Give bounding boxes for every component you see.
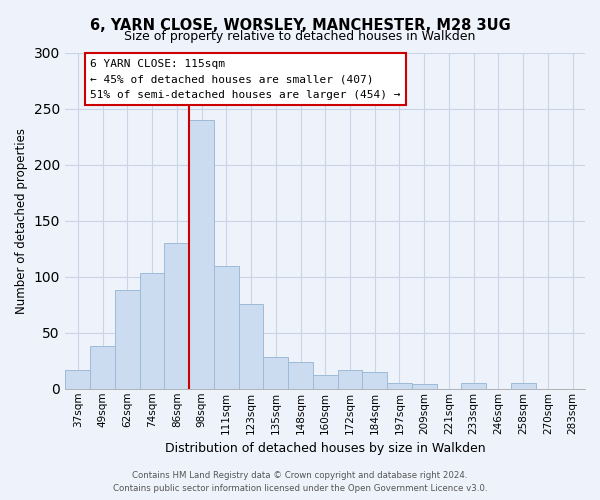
Bar [115,290,140,389]
Bar [214,266,239,389]
Bar [65,370,90,389]
Bar [239,304,263,389]
Text: Size of property relative to detached houses in Walkden: Size of property relative to detached ho… [124,30,476,43]
Bar [387,383,412,389]
Text: 6 YARN CLOSE: 115sqm
← 45% of detached houses are smaller (407)
51% of semi-deta: 6 YARN CLOSE: 115sqm ← 45% of detached h… [90,58,401,100]
X-axis label: Distribution of detached houses by size in Walkden: Distribution of detached houses by size … [165,442,485,455]
Bar [461,383,486,389]
Text: Contains HM Land Registry data © Crown copyright and database right 2024.
Contai: Contains HM Land Registry data © Crown c… [113,471,487,493]
Bar [511,383,536,389]
Bar [362,372,387,389]
Bar [313,376,338,389]
Bar [263,358,288,389]
Text: 6, YARN CLOSE, WORSLEY, MANCHESTER, M28 3UG: 6, YARN CLOSE, WORSLEY, MANCHESTER, M28 … [89,18,511,32]
Bar [412,384,437,389]
Bar [189,120,214,389]
Bar [164,244,189,389]
Bar [288,362,313,389]
Bar [338,370,362,389]
Bar [140,274,164,389]
Bar [90,346,115,389]
Y-axis label: Number of detached properties: Number of detached properties [15,128,28,314]
